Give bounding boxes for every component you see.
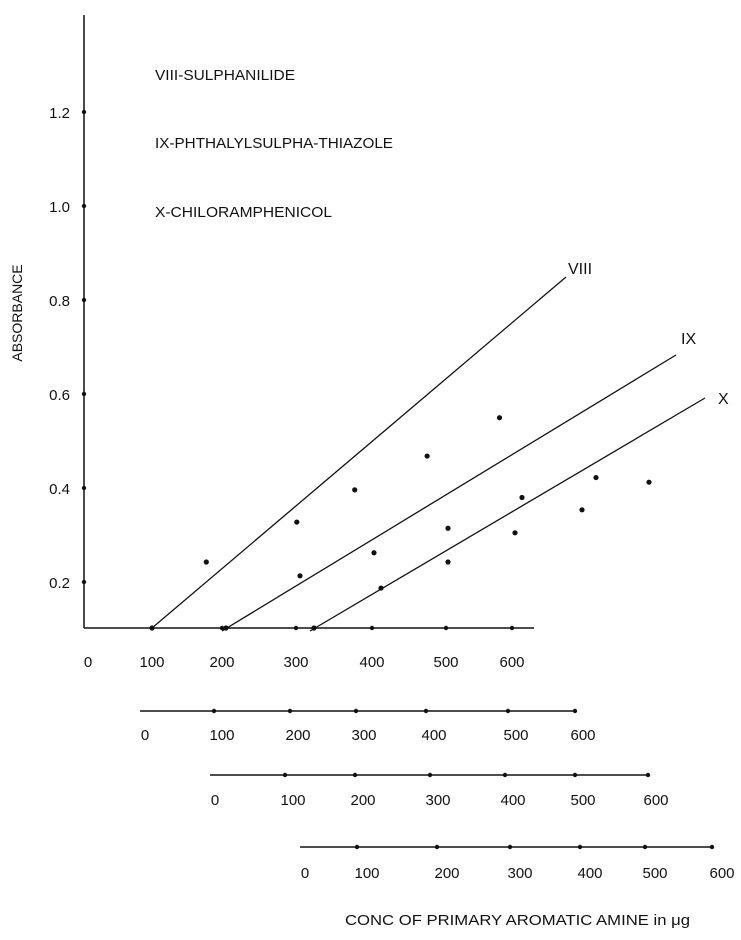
x-tick-mark — [369, 625, 375, 631]
x-tick-label: 100 — [354, 865, 379, 882]
x-tick-mark — [505, 708, 511, 714]
data-point-ix — [445, 525, 451, 531]
x-tick-mark — [642, 844, 648, 850]
y-tick-label: 0.6 — [49, 387, 70, 404]
series-label-ix: IX — [681, 331, 696, 348]
legend-item-x: X-CHILORAMPHENICOL — [155, 204, 332, 221]
x-tick-label: 600 — [499, 654, 524, 671]
y-tick-label: 0.2 — [49, 575, 70, 592]
x-tick-label: 500 — [642, 865, 667, 882]
x-axis-origin-label: 0 — [84, 654, 92, 671]
x-tick-mark — [211, 708, 217, 714]
data-point-x — [311, 625, 317, 631]
y-tick-label: 1.0 — [49, 199, 70, 216]
x-tick-mark — [572, 708, 578, 714]
x-tick-mark — [577, 844, 583, 850]
x-tick-label: 500 — [570, 792, 595, 809]
x-tick-label: 600 — [709, 865, 734, 882]
x-tick-mark — [434, 844, 440, 850]
x-axis-origin-label: 0 — [141, 727, 149, 744]
x-tick-mark — [509, 625, 515, 631]
x-tick-mark — [287, 708, 293, 714]
data-point-viii — [149, 625, 155, 631]
x-axis-title: CONC OF PRIMARY AROMATIC AMINE in μg — [345, 912, 690, 929]
y-tick-mark — [81, 297, 87, 303]
data-point-ix — [593, 474, 599, 481]
x-tick-label: 300 — [425, 792, 450, 809]
x-tick-label: 300 — [507, 865, 532, 882]
data-point-ix — [519, 494, 525, 501]
x-tick-label: 400 — [421, 727, 446, 744]
series-line-viii — [151, 276, 567, 629]
data-point-viii — [424, 453, 430, 459]
y-tick-mark — [81, 485, 87, 491]
data-point-viii — [496, 415, 503, 421]
series-label-x: X — [718, 391, 729, 408]
x-tick-label: 500 — [433, 654, 458, 671]
series-line-ix — [221, 354, 677, 632]
data-point-viii — [352, 487, 358, 493]
x-tick-label: 200 — [434, 865, 459, 882]
y-tick-mark — [81, 579, 87, 585]
x-tick-label: 400 — [577, 865, 602, 882]
x-tick-label: 400 — [500, 792, 525, 809]
x-tick-mark — [502, 772, 508, 778]
x-tick-label: 300 — [351, 727, 376, 744]
x-tick-mark — [282, 772, 288, 778]
data-point-ix — [297, 573, 303, 579]
x-tick-mark — [572, 772, 578, 778]
x-tick-label: 600 — [570, 727, 595, 744]
x-tick-label: 100 — [280, 792, 305, 809]
series-line-x — [309, 397, 706, 632]
legend-item-viii: VIII-SULPHANILIDE — [155, 67, 295, 84]
data-point-ix — [371, 550, 377, 556]
x-tick-label: 200 — [285, 727, 310, 744]
data-point-x — [378, 585, 384, 591]
x-tick-mark — [443, 625, 449, 631]
y-tick-label: 0.8 — [49, 293, 70, 310]
data-point-x — [579, 507, 585, 513]
x-tick-label: 200 — [209, 654, 234, 671]
x-tick-mark — [352, 772, 358, 778]
x-tick-mark — [423, 708, 429, 714]
x-tick-label: 100 — [209, 727, 234, 744]
data-point-x — [646, 479, 652, 485]
x-tick-mark — [354, 844, 360, 850]
x-tick-label: 500 — [503, 727, 528, 744]
x-tick-mark — [219, 625, 225, 631]
data-point-viii — [203, 559, 209, 565]
data-point-x — [512, 530, 518, 536]
data-point-x — [445, 559, 451, 565]
x-tick-mark — [353, 708, 359, 714]
series-label-viii: VIII — [568, 261, 592, 278]
x-tick-label: 300 — [283, 654, 308, 671]
x-tick-mark — [709, 844, 715, 850]
x-tick-label: 100 — [139, 654, 164, 671]
data-point-ix — [223, 625, 229, 631]
x-tick-label: 400 — [359, 654, 384, 671]
y-tick-mark — [81, 109, 87, 115]
x-tick-label: 600 — [643, 792, 668, 809]
x-axis-origin-label: 0 — [211, 792, 219, 809]
y-tick-label: 1.2 — [49, 105, 70, 122]
x-tick-mark — [507, 844, 513, 850]
y-axis-title: ABSORBANCE — [9, 264, 25, 361]
x-tick-label: 200 — [350, 792, 375, 809]
y-tick-mark — [81, 391, 87, 397]
data-point-viii — [294, 519, 300, 525]
x-tick-mark — [293, 625, 299, 631]
y-tick-label: 0.4 — [49, 481, 70, 498]
x-tick-mark — [427, 772, 433, 778]
legend-item-ix: IX-PHTHALYLSULPHA-THIAZOLE — [155, 135, 393, 152]
x-axis-origin-label: 0 — [301, 865, 309, 882]
x-tick-mark — [645, 772, 651, 778]
y-tick-mark — [81, 203, 87, 209]
